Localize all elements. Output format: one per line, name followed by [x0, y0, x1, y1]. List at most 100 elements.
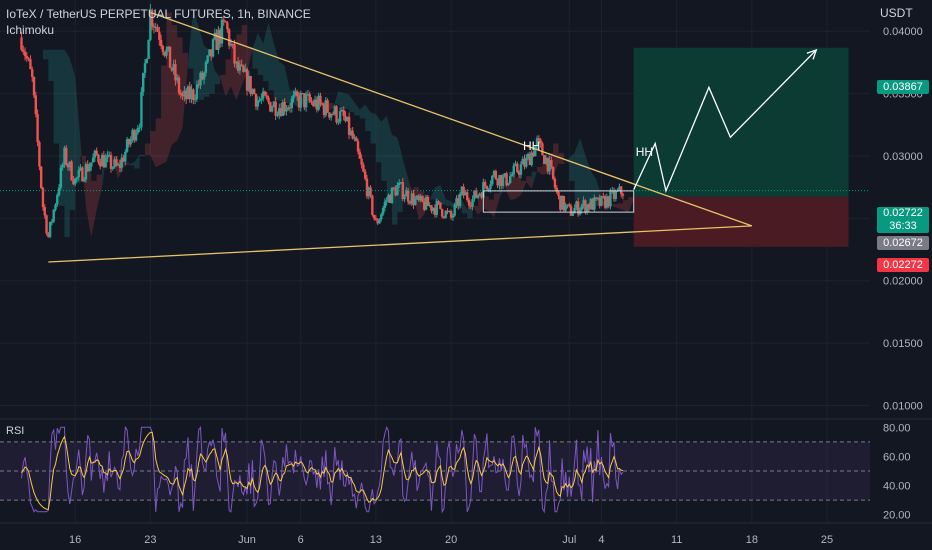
cloud-segment [123, 162, 129, 168]
candle-body [338, 111, 342, 122]
candle-body [383, 201, 387, 208]
cloud-segment [370, 112, 376, 144]
candle-body [240, 64, 243, 66]
candle-body [335, 106, 338, 123]
candle-body [290, 98, 293, 109]
candle-body [319, 95, 322, 104]
candle-body [193, 99, 197, 101]
candle-body [270, 107, 274, 112]
candle-body [91, 157, 95, 163]
candle-body [473, 190, 476, 199]
candle-body [598, 197, 601, 206]
cloud-segment [139, 154, 145, 156]
candle-body [47, 233, 50, 237]
candle-body [500, 175, 503, 187]
candle-body [371, 195, 374, 215]
price-tick-label: 0.01000 [883, 401, 923, 413]
candle-body [514, 163, 517, 166]
candle-body [380, 214, 383, 220]
candle-body [177, 77, 181, 93]
rsi-indicator-label[interactable]: RSI [6, 425, 25, 437]
candle-body [372, 214, 376, 219]
candle-body [283, 101, 286, 112]
cloud-segment [494, 193, 500, 218]
candle-body [235, 61, 238, 64]
candle-body [156, 26, 159, 32]
candle-body [242, 65, 245, 72]
candle-body [483, 181, 487, 187]
candle-body [356, 141, 360, 152]
candle-body [542, 155, 546, 164]
candle-body [560, 195, 564, 210]
candle-body [557, 191, 560, 196]
target-price-tag: 0.03867 [877, 80, 929, 94]
candle-body [84, 164, 88, 180]
candle-body [480, 193, 483, 198]
candle-body [387, 195, 390, 201]
cloud-segment [161, 65, 167, 165]
target-zone [633, 47, 849, 197]
candle-body [353, 137, 356, 139]
hh-annotation: HH [523, 139, 540, 153]
candle-body [88, 166, 91, 172]
drawings: HH HH [0, 11, 870, 263]
candle-body [378, 219, 381, 224]
candle-body [435, 201, 438, 215]
candle-body [52, 209, 55, 222]
candle-body [36, 114, 39, 142]
candle-body [376, 220, 379, 224]
candle-body [585, 204, 589, 213]
candle-body [428, 205, 431, 207]
candle-body [548, 159, 551, 172]
candle-body [224, 21, 227, 23]
candle-body [482, 181, 485, 198]
candle-body [120, 157, 123, 168]
cloud-segment [209, 49, 215, 94]
cloud-segment [467, 205, 473, 219]
candle-body [397, 182, 401, 186]
ichimoku-indicator-label[interactable]: Ichimoku [6, 23, 55, 37]
candle-body [421, 195, 424, 202]
candle-body [505, 173, 508, 186]
candle-body [127, 139, 131, 145]
time-tick-label: 13 [370, 534, 382, 546]
candle-body [272, 101, 276, 108]
candle-body [81, 167, 84, 182]
candle-body [512, 165, 515, 175]
candle-body [539, 139, 542, 144]
candle-body [492, 171, 496, 176]
position-zones [633, 47, 849, 247]
candle-body [605, 196, 609, 208]
candle-body [265, 95, 268, 98]
candle-body [432, 207, 435, 211]
candle-body [295, 91, 299, 97]
candle-body [478, 193, 481, 195]
candle-body [256, 100, 259, 107]
candle-body [215, 32, 218, 50]
candle-body [369, 187, 372, 196]
candle-body [494, 171, 498, 180]
candle-body [603, 196, 607, 208]
candle-body [208, 49, 211, 56]
candle-body [59, 167, 63, 188]
candle-body [394, 188, 397, 196]
candle-body [517, 172, 521, 175]
candle-body [72, 180, 75, 185]
cloud-segment [537, 166, 543, 176]
candle-body [236, 61, 240, 71]
stop-price-tag: 0.02272 [877, 258, 929, 272]
candle-body [360, 158, 363, 165]
cloud-segment [349, 94, 355, 113]
time-axis[interactable]: 16 23 Jun 6 13 20 Jul 4 11 18 25 [69, 534, 833, 546]
cloud-segment [359, 104, 366, 119]
candle-body [609, 190, 612, 207]
candle-body [43, 207, 46, 216]
candle-body [358, 151, 362, 159]
cloud-segment [585, 155, 591, 213]
candle-body [315, 99, 319, 110]
candle-body [415, 195, 419, 199]
candle-body [310, 101, 313, 103]
chart-title[interactable]: IoTeX / TetherUS PERPETUAL FUTURES, 1h, … [6, 7, 311, 21]
candle-body [621, 194, 625, 196]
